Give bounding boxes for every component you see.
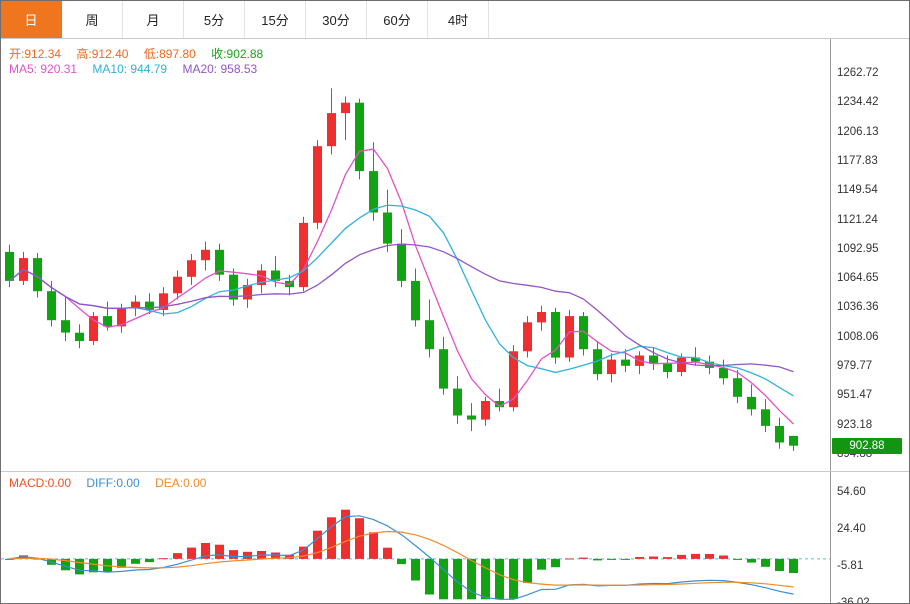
tab-60min[interactable]: 60分 bbox=[367, 1, 428, 38]
price-axis-tick: 1177.83 bbox=[837, 155, 878, 167]
diff-value: DIFF:0.00 bbox=[86, 476, 140, 490]
price-axis-tick: 1121.24 bbox=[837, 214, 878, 226]
ma5-readout: MA5: 920.31 bbox=[9, 62, 78, 76]
price-axis-tick: 1234.42 bbox=[837, 96, 879, 108]
tab-week[interactable]: 周 bbox=[62, 1, 123, 38]
macd-axis-tick: -36.02 bbox=[837, 597, 870, 604]
close-readout: 收:902.88 bbox=[211, 47, 264, 61]
price-axis-tick: 1092.95 bbox=[837, 243, 879, 255]
ohlc-readout: 开:912.34 高:912.40 低:897.80 收:902.88 bbox=[9, 45, 275, 62]
price-axis-tick: 923.18 bbox=[837, 419, 873, 431]
price-axis-tick: 1036.36 bbox=[837, 301, 879, 313]
tab-30min[interactable]: 30分 bbox=[306, 1, 367, 38]
ma20-readout: MA20: 958.53 bbox=[182, 62, 258, 76]
open-readout: 开:912.34 bbox=[9, 47, 62, 61]
low-readout: 低:897.80 bbox=[143, 47, 196, 61]
ma-readout: MA5: 920.31 MA10: 944.79 MA20: 958.53 bbox=[9, 62, 269, 76]
candlestick-chart[interactable] bbox=[1, 39, 909, 471]
ma10-readout: MA10: 944.79 bbox=[92, 62, 168, 76]
macd-axis-tick: 24.40 bbox=[837, 523, 866, 535]
macd-readout: MACD:0.00 DIFF:0.00 DEA:0.00 bbox=[9, 476, 218, 490]
tab-day[interactable]: 日 bbox=[1, 1, 62, 38]
tab-month[interactable]: 月 bbox=[123, 1, 184, 38]
macd-axis-tick: -5.81 bbox=[837, 560, 864, 572]
macd-value: MACD:0.00 bbox=[9, 476, 72, 490]
macd-axis-tick: 54.60 bbox=[837, 486, 866, 498]
tab-15min[interactable]: 15分 bbox=[245, 1, 306, 38]
last-price-badge: 902.88 bbox=[832, 438, 902, 454]
tab-4hour[interactable]: 4时 bbox=[428, 1, 489, 38]
period-tabbar: 日 周 月 5分 15分 30分 60分 4时 bbox=[1, 1, 909, 39]
price-axis-tick: 1206.13 bbox=[837, 126, 879, 138]
price-axis-tick: 1149.54 bbox=[837, 184, 878, 196]
dea-value: DEA:0.00 bbox=[155, 476, 207, 490]
macd-chart[interactable] bbox=[1, 472, 909, 604]
main-chart-panel: 开:912.34 高:912.40 低:897.80 收:902.88 MA5:… bbox=[1, 39, 909, 471]
price-axis-tick: 1262.72 bbox=[837, 67, 879, 79]
price-axis-tick: 951.47 bbox=[837, 389, 873, 401]
tab-5min[interactable]: 5分 bbox=[184, 1, 245, 38]
price-axis-tick: 1064.65 bbox=[837, 272, 879, 284]
high-readout: 高:912.40 bbox=[76, 47, 129, 61]
macd-panel: MACD:0.00 DIFF:0.00 DEA:0.00 54.60 24.40 -… bbox=[1, 471, 909, 603]
price-axis-tick: 979.77 bbox=[837, 360, 873, 372]
price-axis-tick: 1008.06 bbox=[837, 331, 879, 343]
